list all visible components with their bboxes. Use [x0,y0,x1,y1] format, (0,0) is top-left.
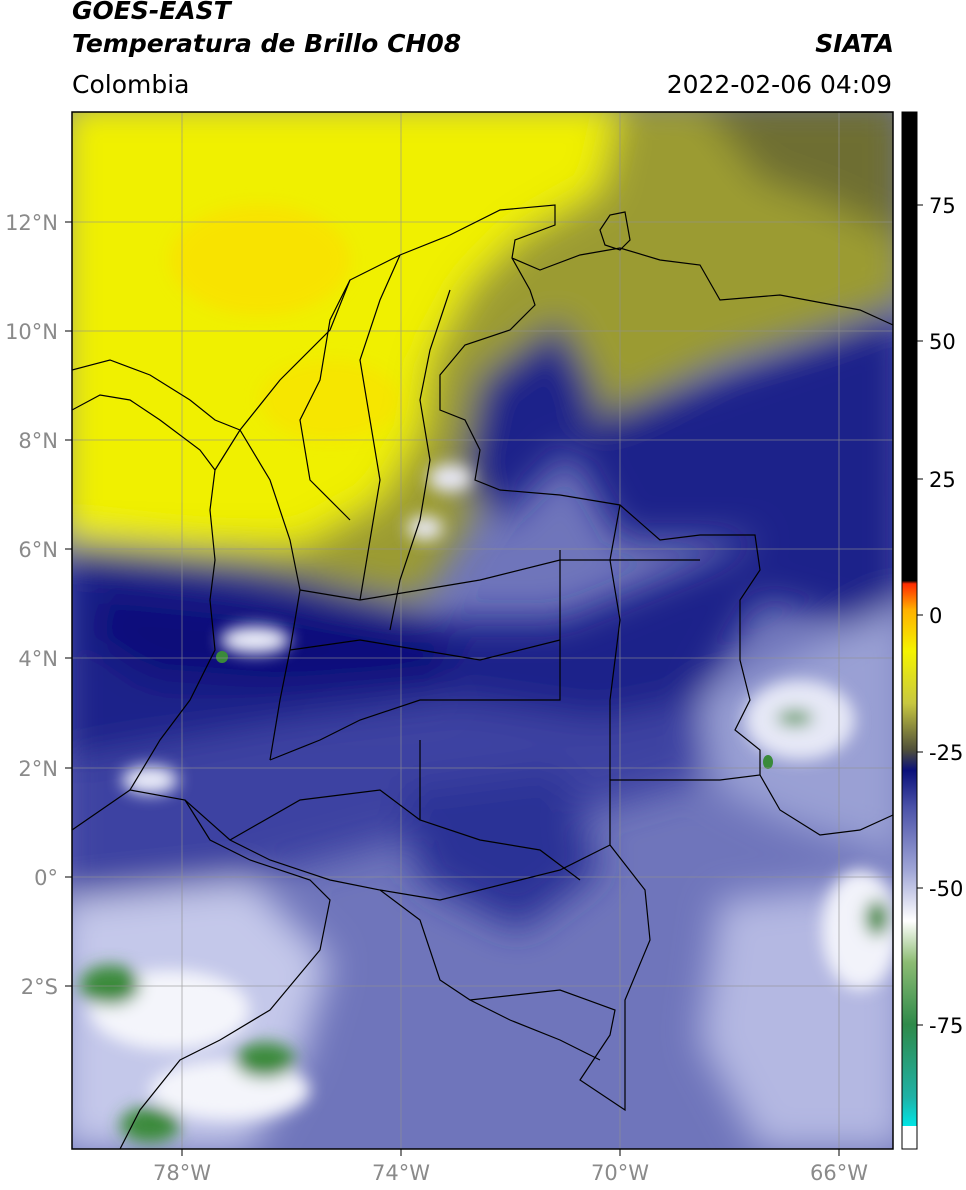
colorbar [901,111,918,1150]
internal-dept-11 [609,504,621,780]
longitude-axis: 78°W 74°W 70°W 66°W [153,1149,868,1185]
brazil-venezuela-border [759,774,893,836]
lat-label: 10°N [5,320,58,344]
ecuador-peru-border [72,789,331,1149]
colorbar-label: 75 [929,194,956,218]
internal-dept-6 [289,639,561,661]
internal-dept-7 [269,550,561,761]
internal-dept-9 [229,789,421,841]
map-frame [71,111,894,1150]
lat-label: 12°N [5,211,58,235]
lon-label: 78°W [153,1161,211,1185]
lat-label: 2°N [18,757,58,781]
lon-label: 74°W [372,1161,430,1185]
colorbar-ticks: 75 50 25 0 -25 -50 -75 [917,194,963,1038]
datetime-label: 2022-02-06 04:09 [666,70,892,99]
lon-label: 66°W [810,1161,868,1185]
colombia-border [129,204,761,1112]
lon-label: 70°W [591,1161,649,1185]
internal-dept-3 [389,289,451,631]
lat-label: 6°N [18,538,58,562]
peru-brazil-border [469,999,601,1061]
venezuela-border [511,247,893,326]
latitude-axis: 12°N 10°N 8°N 6°N 4°N 2°N 0° 2°S [5,211,72,999]
colorbar-label: 50 [929,330,956,354]
internal-dept-2 [359,254,401,601]
internal-dept-8 [419,740,581,881]
title-line-2: Temperatura de Brillo CH08 [72,29,462,58]
title-line-1: GOES-EAST [72,0,231,25]
colorbar-label: -75 [929,1014,963,1038]
lat-label: 8°N [18,429,58,453]
satellite-imagery [72,112,893,1149]
lat-label: 4°N [18,647,58,671]
trinidad-coast [599,211,631,251]
internal-dept-5 [299,559,700,601]
colorbar-label: 0 [929,604,942,628]
region-label: Colombia [72,70,190,99]
panama-isthmus [72,394,216,471]
graticule [72,112,893,1149]
internal-dept-1 [299,279,351,521]
lat-label: 2°S [21,975,58,999]
coast-north [72,359,241,431]
internal-dept-10 [379,844,611,901]
colorbar-label: -50 [929,877,963,901]
colorbar-label: -25 [929,741,963,765]
colorbar-label: 25 [929,468,956,492]
organization-label: SIATA [815,29,894,58]
lat-label: 0° [34,866,58,890]
borders [72,204,893,1149]
